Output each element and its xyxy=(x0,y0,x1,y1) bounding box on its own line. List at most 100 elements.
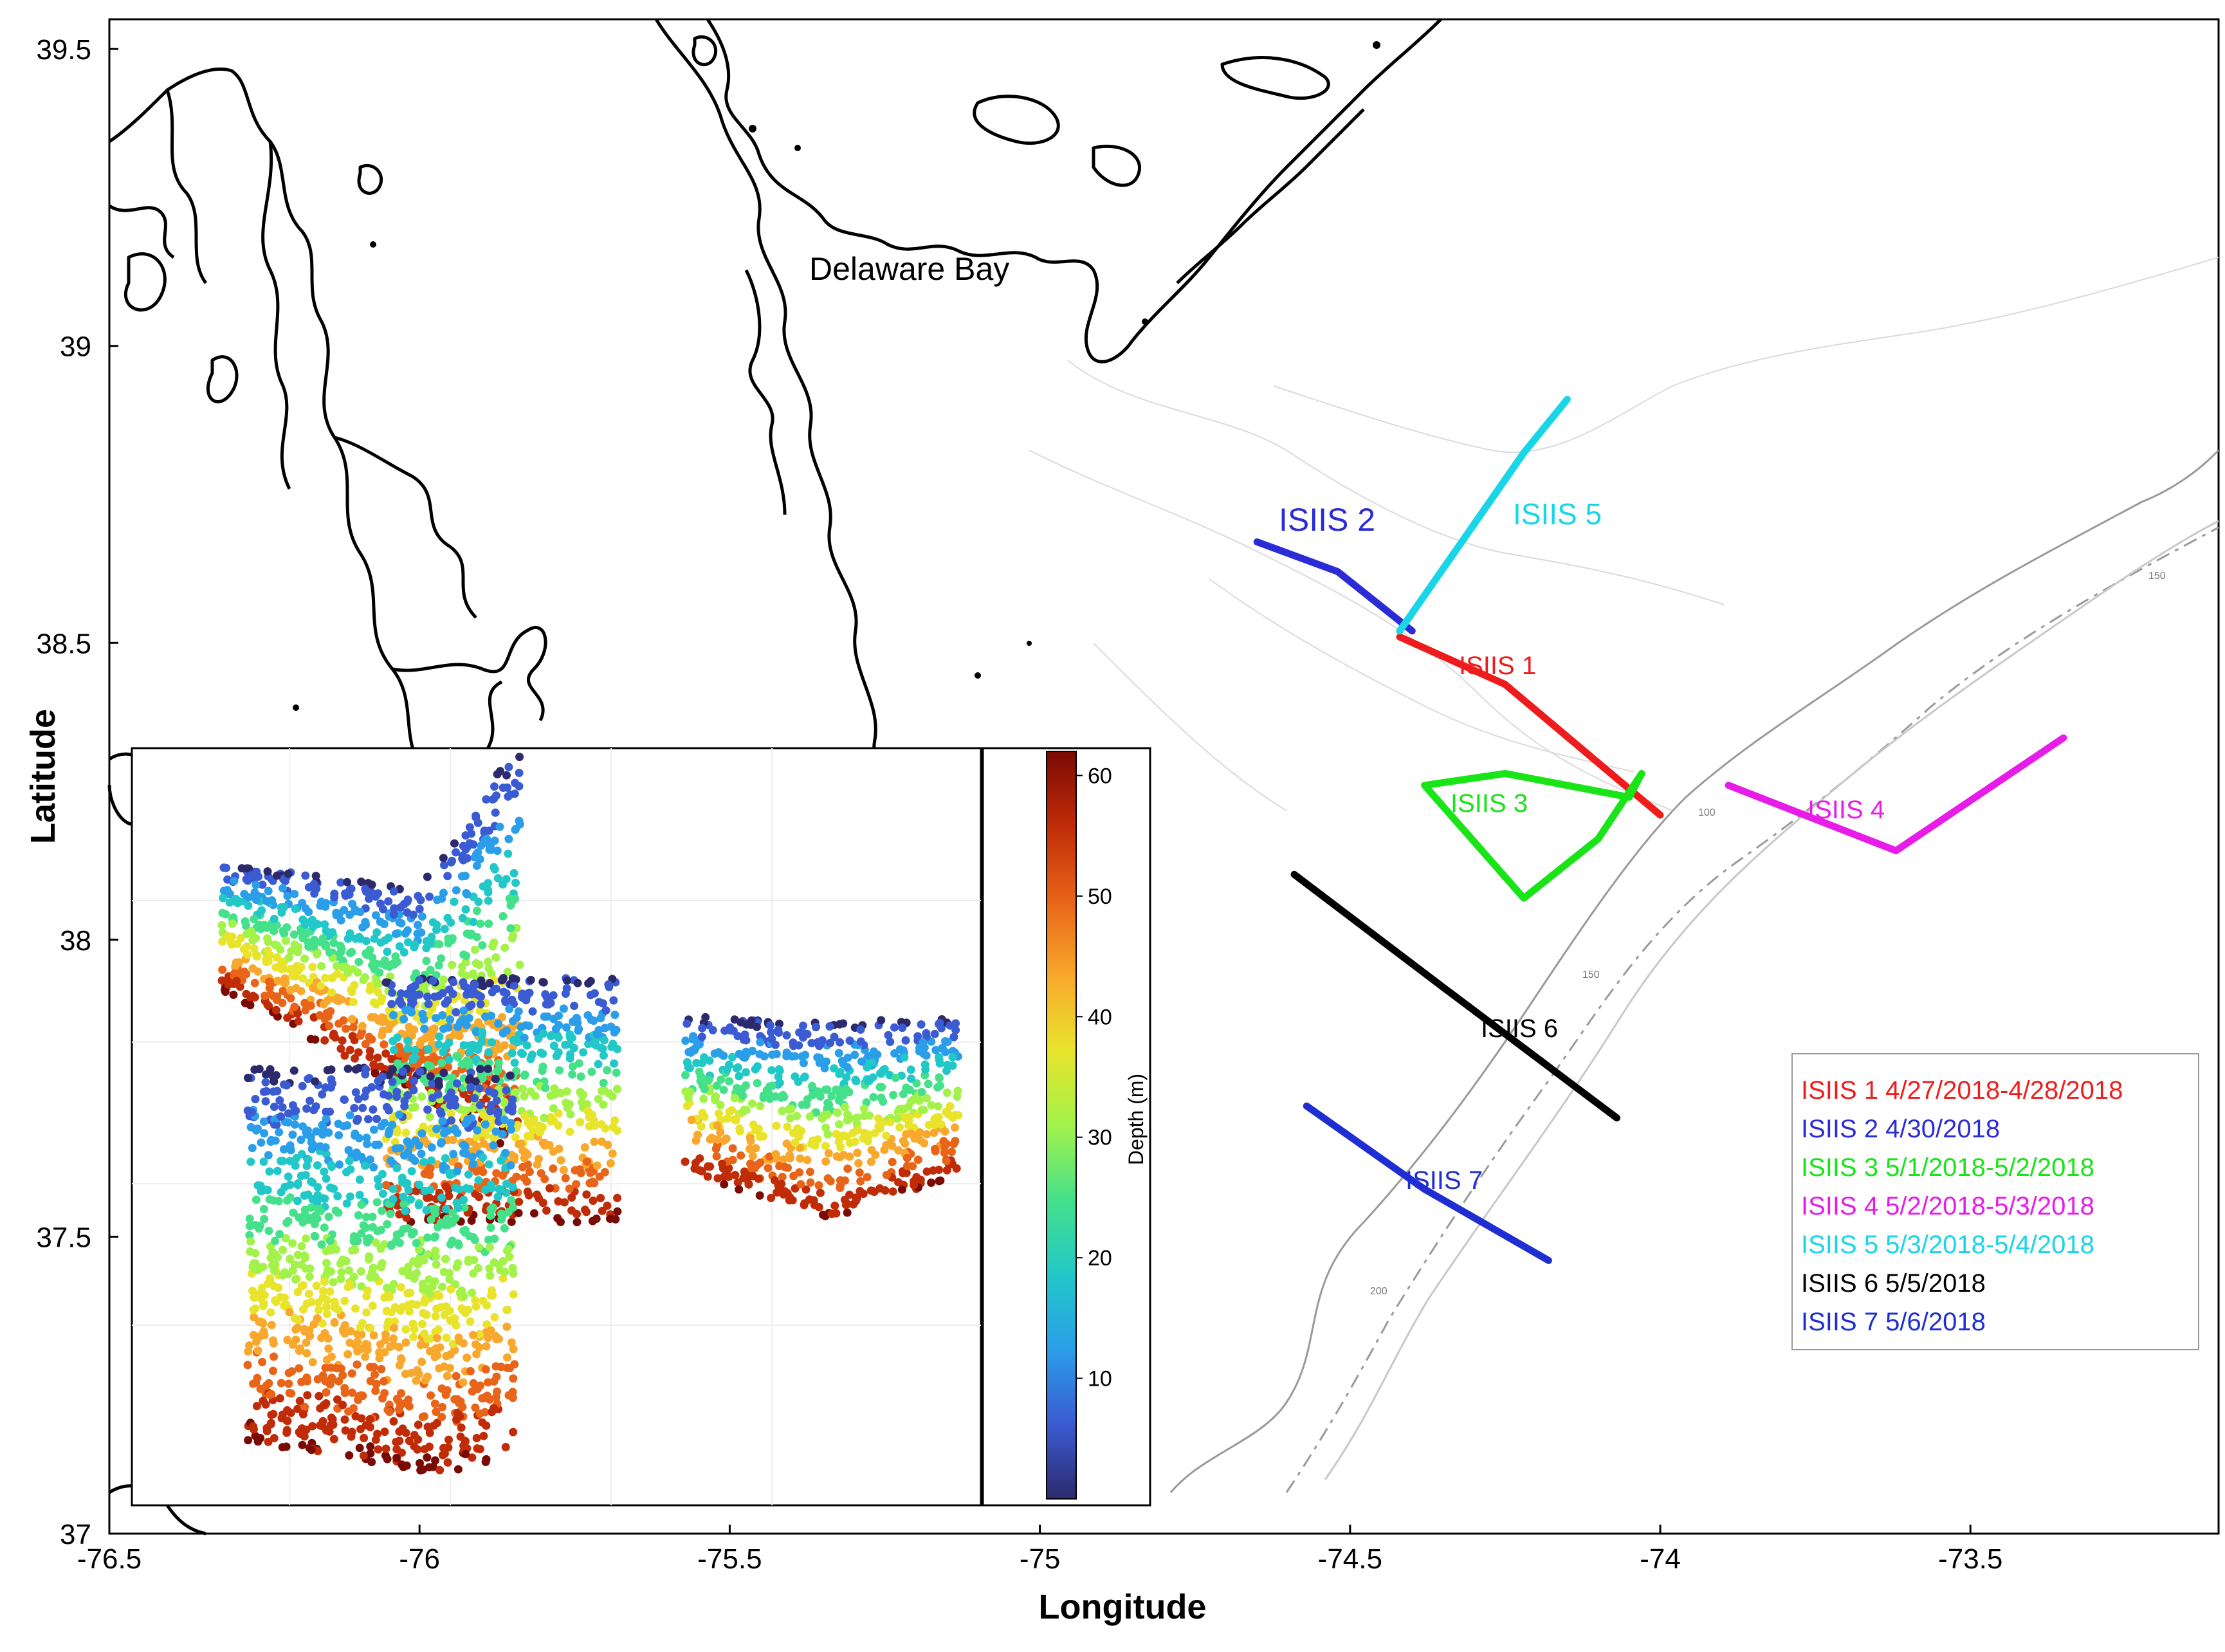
inset-depth-point xyxy=(383,1220,392,1229)
inset-depth-point xyxy=(432,1124,441,1133)
inset-depth-point xyxy=(452,1263,461,1272)
inset-depth-point xyxy=(311,1232,320,1241)
inset-depth-point xyxy=(272,995,281,1004)
inset-depth-point xyxy=(897,1105,906,1114)
inset-depth-point xyxy=(283,1335,292,1345)
inset-depth-point xyxy=(508,1049,517,1058)
inset-depth-point xyxy=(349,1236,358,1245)
inset-depth-point xyxy=(250,978,259,987)
inset-depth-point xyxy=(854,1126,863,1135)
inset-depth-point xyxy=(384,1106,393,1115)
inset-depth-point xyxy=(409,1333,418,1341)
inset-depth-point xyxy=(478,1027,487,1036)
inset-depth-point xyxy=(265,951,274,960)
inset-depth-point xyxy=(850,1051,859,1060)
inset-depth-point xyxy=(217,921,226,930)
x-tick-label: -76 xyxy=(399,1543,440,1575)
inset-depth-point xyxy=(325,948,334,957)
inset-depth-point xyxy=(814,1181,823,1190)
inset-depth-point xyxy=(250,890,259,899)
inset-depth-point xyxy=(440,861,448,870)
inset-depth-point xyxy=(422,1206,431,1215)
inset-depth-point xyxy=(338,1400,347,1409)
inset-depth-point xyxy=(518,1162,527,1171)
inset-depth-point xyxy=(380,1040,389,1049)
inset-depth-point xyxy=(603,1141,612,1150)
inset-depth-point xyxy=(345,885,354,894)
y-tick-label: 37.5 xyxy=(36,1222,91,1253)
inset-depth-point xyxy=(362,1133,371,1143)
inset-depth-point xyxy=(442,1334,451,1342)
inset-depth-point xyxy=(380,1119,389,1127)
inset-depth-point xyxy=(410,1045,419,1054)
inset-depth-point xyxy=(423,1105,432,1114)
inset-depth-point xyxy=(418,1319,426,1328)
inset-depth-point xyxy=(915,1043,924,1052)
inset-depth-point xyxy=(324,1344,333,1353)
inset-depth-point xyxy=(346,1326,355,1335)
inset-depth-point xyxy=(555,1066,564,1075)
inset-depth-point xyxy=(291,1325,300,1334)
inset-depth-point xyxy=(381,1444,390,1453)
inset-depth-point xyxy=(368,1213,377,1221)
inset-depth-point xyxy=(902,1153,911,1162)
y-tick-label: 39.5 xyxy=(36,34,91,66)
inset-depth-point xyxy=(742,1050,751,1059)
inset-depth-point xyxy=(436,1303,445,1312)
inset-depth-point xyxy=(425,892,434,901)
inset-depth-point xyxy=(440,924,449,933)
inset-depth-point xyxy=(441,1154,450,1162)
inset-depth-point xyxy=(290,1002,299,1011)
inset-depth-point xyxy=(462,1056,472,1065)
inset-depth-point xyxy=(681,1036,690,1045)
inset-depth-point xyxy=(566,1110,575,1119)
inset-depth-point xyxy=(881,1186,890,1195)
inset-depth-point xyxy=(305,1272,314,1281)
inset-depth-point xyxy=(809,1136,818,1145)
inset-depth-point xyxy=(472,1028,481,1036)
inset-depth-point xyxy=(697,1032,706,1042)
inset-depth-point xyxy=(396,1283,405,1292)
inset-depth-point xyxy=(874,1122,883,1131)
inset-depth-point xyxy=(422,957,431,966)
inset-depth-point xyxy=(415,1180,424,1189)
inset-depth-point xyxy=(877,1016,886,1025)
inset-depth-point xyxy=(434,991,443,1000)
inset-depth-point xyxy=(345,1157,354,1166)
inset-depth-point xyxy=(780,1092,789,1101)
inset-depth-point xyxy=(533,1160,542,1169)
inset-depth-point xyxy=(520,1112,529,1121)
inset-depth-point xyxy=(834,1049,843,1058)
inset-depth-point xyxy=(359,975,368,984)
inset-depth-point xyxy=(507,1217,516,1226)
colorbar-label: Depth (m) xyxy=(1124,1074,1148,1165)
inset-depth-point xyxy=(795,1168,804,1177)
inset-depth-point xyxy=(322,1150,331,1159)
inset-depth-point xyxy=(439,1069,448,1078)
inset-depth-point xyxy=(740,1030,749,1039)
inset-depth-point xyxy=(410,940,419,949)
inset-depth-point xyxy=(435,1465,444,1474)
inset-depth-point xyxy=(288,1367,297,1376)
inset-depth-point xyxy=(726,1026,735,1035)
inset-depth-point xyxy=(481,1458,490,1466)
inset-depth-point xyxy=(706,1162,715,1171)
inset-depth-point xyxy=(856,1177,865,1186)
inset-depth-point xyxy=(246,1157,255,1166)
inset-depth-point xyxy=(731,1171,740,1180)
inset-points xyxy=(217,753,963,1474)
inset-depth-point xyxy=(471,945,479,954)
inset-depth-point xyxy=(800,1072,809,1081)
inset-depth-point xyxy=(764,1164,773,1173)
inset-depth-point xyxy=(262,1427,271,1436)
inset-depth-point xyxy=(374,1445,383,1454)
inset-depth-point xyxy=(244,1436,253,1445)
inset-depth-point xyxy=(266,978,274,987)
inset-depth-point xyxy=(499,1171,508,1180)
inset-depth-point xyxy=(440,1310,449,1319)
inset-depth-point xyxy=(728,1052,737,1061)
inset-depth-point xyxy=(316,982,325,991)
inset-depth-point xyxy=(416,1040,425,1049)
inset-depth-point xyxy=(487,1011,495,1020)
inset-depth-point xyxy=(389,887,398,896)
